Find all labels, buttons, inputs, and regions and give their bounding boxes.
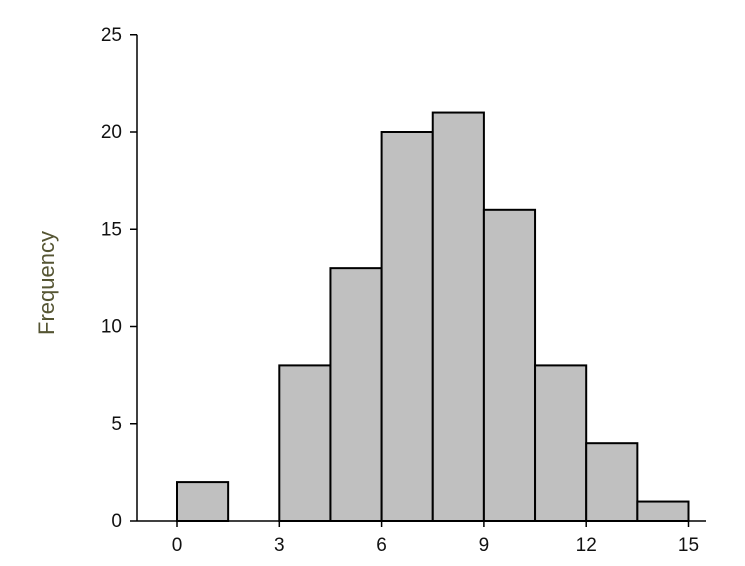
histogram-bar	[482, 208, 537, 523]
histogram-bar	[585, 442, 639, 523]
y-tick-label: 25	[101, 25, 122, 46]
x-tick-label: 12	[576, 535, 597, 556]
histogram-bar	[431, 111, 485, 523]
histogram-bar	[636, 500, 690, 522]
x-tick-label: 6	[376, 535, 387, 556]
x-tick-label: 3	[274, 535, 285, 556]
histogram-bar	[176, 481, 230, 523]
y-tick-label: 20	[101, 122, 122, 143]
y-tick-label: 15	[101, 219, 122, 240]
axes	[136, 34, 706, 522]
x-tick-label: 15	[678, 535, 699, 556]
y-tick-label: 0	[111, 511, 122, 532]
histogram-bar	[534, 364, 588, 522]
histogram-bar	[380, 131, 434, 522]
x-axis-ticks: 0 3 6 9 12 15	[172, 521, 699, 556]
histogram-bar	[329, 267, 383, 522]
y-axis-ticks: 0 5 10 15 20 25	[101, 25, 137, 532]
bar-group	[176, 111, 690, 523]
y-tick-label: 5	[111, 414, 122, 435]
x-tick-label: 9	[479, 535, 490, 556]
histogram-bar	[278, 364, 332, 522]
y-axis-label: Frequency	[34, 231, 59, 335]
y-tick-label: 10	[101, 317, 122, 338]
x-tick-label: 0	[172, 535, 183, 556]
